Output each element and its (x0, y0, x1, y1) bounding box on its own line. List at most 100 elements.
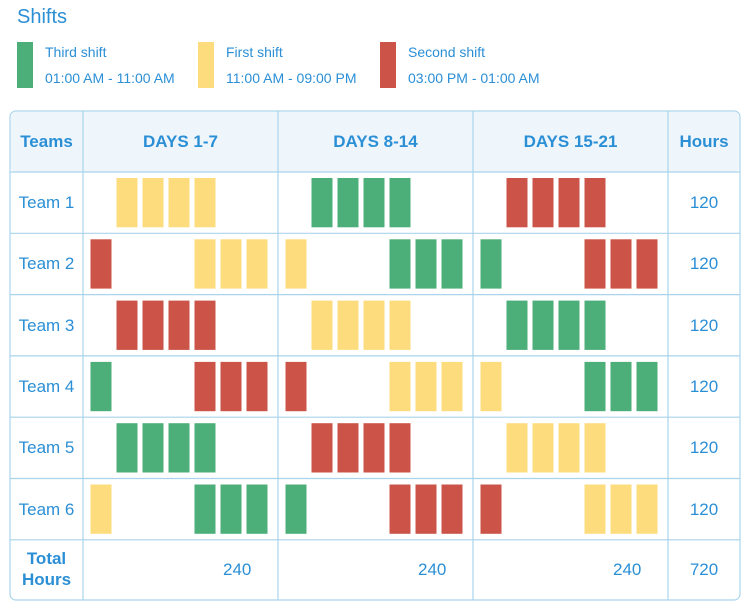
legend-swatch-first (198, 42, 214, 88)
shift-block-first (389, 361, 411, 412)
shift-block-second (194, 361, 216, 412)
grand-total-hours: 720 (689, 559, 719, 579)
shift-block-third (142, 423, 164, 473)
shift-block-second (389, 484, 411, 534)
period-total-hours: 240 (418, 559, 447, 579)
shift-block-second (506, 178, 528, 228)
shift-block-second (636, 239, 658, 289)
shift-block-third (337, 178, 359, 228)
chart-title: Shifts (17, 6, 68, 28)
shift-block-second (142, 300, 164, 350)
team-hours: 120 (689, 315, 719, 335)
shift-block-first (441, 361, 463, 412)
shift-block-third (90, 361, 112, 412)
period-total-hours: 240 (223, 559, 252, 579)
shift-block-second (610, 239, 632, 289)
header-background (10, 111, 740, 172)
column-header: Hours (679, 132, 729, 151)
shift-block-first (610, 484, 632, 534)
shift-block-first (532, 423, 554, 473)
shift-block-third (532, 300, 554, 350)
shift-block-first (636, 484, 658, 534)
legend-label: Second shift (408, 44, 486, 60)
shift-block-first (246, 239, 268, 289)
shift-block-second (480, 484, 502, 534)
shift-block-second (337, 423, 359, 473)
shift-block-third (480, 239, 502, 289)
shift-block-third (311, 178, 333, 228)
shift-block-second (311, 423, 333, 473)
shift-block-third (441, 239, 463, 289)
shift-block-first (311, 300, 333, 350)
shift-block-first (480, 361, 502, 412)
shift-block-third (363, 178, 385, 228)
shift-block-second (584, 178, 606, 228)
team-hours: 120 (689, 254, 719, 274)
shift-block-second (584, 239, 606, 289)
shift-block-second (441, 484, 463, 534)
legend-swatch-second (380, 42, 396, 88)
shift-block-third (610, 361, 632, 412)
team-label: Team 3 (18, 315, 75, 335)
total-hours-label: Total Hours (10, 548, 83, 590)
shift-block-first (584, 484, 606, 534)
shift-block-first (337, 300, 359, 350)
team-hours: 120 (689, 438, 719, 458)
shift-block-first (363, 300, 385, 350)
period-total-hours: 240 (613, 559, 642, 579)
shift-block-first (220, 239, 242, 289)
shift-block-second (532, 178, 554, 228)
shift-block-third (168, 423, 190, 473)
shift-block-first (90, 484, 112, 534)
shift-block-first (168, 178, 190, 228)
shift-block-second (415, 484, 437, 534)
shift-block-third (220, 484, 242, 534)
shift-block-third (194, 423, 216, 473)
shift-block-second (194, 300, 216, 350)
team-label: Team 4 (18, 376, 75, 396)
shift-block-first (142, 178, 164, 228)
shift-block-first (506, 423, 528, 473)
column-header: Teams (20, 132, 73, 151)
legend-swatch-third (17, 42, 33, 88)
shift-block-third (246, 484, 268, 534)
shift-block-first (285, 239, 307, 289)
shift-block-third (194, 484, 216, 534)
shift-block-third (285, 484, 307, 534)
shift-block-third (415, 239, 437, 289)
shift-block-second (220, 361, 242, 412)
shift-block-second (363, 423, 385, 473)
shift-block-third (389, 178, 411, 228)
shift-block-first (584, 423, 606, 473)
total-label-line2: Hours (21, 569, 72, 589)
shift-block-first (194, 178, 216, 228)
team-hours: 120 (689, 193, 719, 212)
column-header: DAYS 8-14 (333, 132, 418, 151)
shift-block-second (116, 300, 138, 350)
shift-block-third (389, 239, 411, 289)
shift-block-first (116, 178, 138, 228)
shift-block-second (90, 239, 112, 289)
total-label-line1: Total (26, 548, 67, 568)
team-hours: 120 (689, 499, 719, 519)
legend-time: 01:00 AM - 11:00 AM (45, 70, 175, 86)
shift-block-first (389, 300, 411, 350)
shift-block-third (584, 361, 606, 412)
column-header: DAYS 15-21 (523, 132, 618, 151)
team-hours: 120 (689, 376, 719, 396)
team-label: Team 2 (18, 254, 75, 274)
shift-block-second (168, 300, 190, 350)
legend-label: Third shift (45, 44, 107, 60)
legend-time: 03:00 PM - 01:00 AM (408, 70, 540, 86)
shift-block-first (558, 423, 580, 473)
shift-block-second (285, 361, 307, 412)
shift-block-second (389, 423, 411, 473)
shift-block-third (116, 423, 138, 473)
shift-block-third (506, 300, 528, 350)
team-label: Team 6 (18, 499, 75, 519)
shift-block-third (558, 300, 580, 350)
shift-block-second (246, 361, 268, 412)
column-header: DAYS 1-7 (143, 132, 218, 151)
shift-block-third (584, 300, 606, 350)
